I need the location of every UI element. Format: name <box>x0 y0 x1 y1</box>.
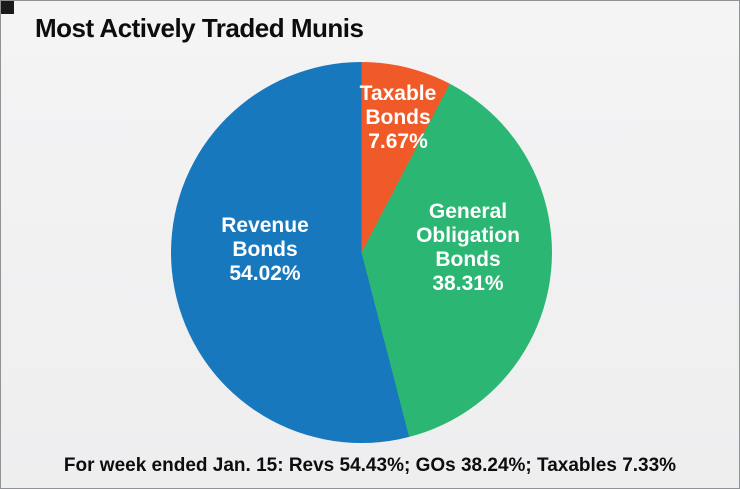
slice-label-line: Obligation <box>416 224 520 248</box>
slice-label-line: Bonds <box>365 106 431 130</box>
slice-label-general-obligation-bonds: General Obligation Bonds 38.31% <box>416 200 520 296</box>
slice-label-value: 54.02% <box>229 261 301 285</box>
slice-label-value: 38.31% <box>432 271 504 295</box>
slice-label-value: 7.67% <box>368 129 428 153</box>
slice-label-line: Bonds <box>435 248 501 271</box>
slice-label-revenue-bonds: Revenue Bonds 54.02% <box>221 214 309 286</box>
corner-mark <box>1 1 14 14</box>
slice-label-line: Taxable <box>359 82 437 106</box>
slice-label-line: Revenue <box>221 214 309 238</box>
chart-title: Most Actively Traded Munis <box>35 13 364 43</box>
slice-label-line: Bonds <box>232 238 298 262</box>
footnote: For week ended Jan. 15: Revs 54.43%; GOs… <box>63 455 677 476</box>
pie-chart <box>171 62 552 443</box>
slice-label-line: General <box>428 200 508 224</box>
slice-label-taxable-bonds: Taxable Bonds 7.67% <box>360 82 437 154</box>
